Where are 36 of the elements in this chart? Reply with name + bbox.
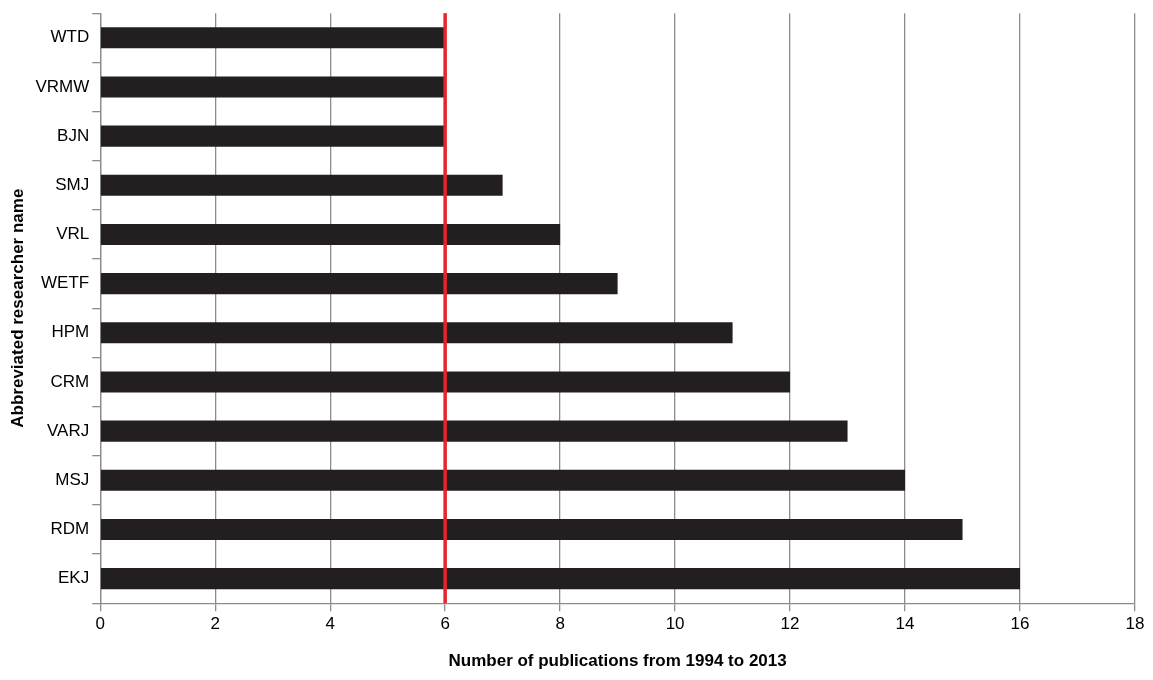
x-tick-label: 0: [95, 614, 105, 634]
y-tick-label: WTD: [50, 27, 90, 47]
y-tick-label: BJN: [57, 125, 90, 145]
bar: [100, 273, 618, 295]
x-tick-label: 12: [780, 614, 800, 634]
bar: [100, 223, 561, 246]
bar: [100, 469, 906, 491]
bar: [100, 76, 446, 98]
x-tick-label: 16: [1010, 614, 1030, 634]
bar: [100, 174, 503, 196]
x-tick-label: 18: [1125, 614, 1145, 634]
bar: [100, 322, 733, 344]
y-tick-label: CRM: [50, 371, 90, 391]
x-tick-label: 14: [895, 614, 915, 634]
y-tick-label: VARJ: [47, 420, 90, 440]
bar: [100, 420, 848, 442]
y-tick-label: WETF: [41, 273, 90, 293]
x-tick-label: 6: [440, 614, 450, 634]
x-tick-label: 2: [210, 614, 220, 634]
y-tick-label: VRMW: [35, 76, 90, 96]
bar: [100, 518, 963, 541]
bar: [100, 568, 1021, 590]
y-axis-title: Abbreviated researcher name: [7, 188, 27, 428]
y-tick-label: HPM: [51, 322, 90, 342]
y-tick-label: RDM: [50, 519, 90, 539]
y-tick-label: EKJ: [58, 568, 90, 588]
y-tick-label: SMJ: [55, 174, 90, 194]
x-tick-label: 10: [665, 614, 685, 634]
bar: [100, 27, 446, 49]
x-tick-label: 4: [325, 614, 335, 634]
x-axis-title: Number of publications from 1994 to 2013: [448, 651, 787, 671]
bar: [100, 371, 791, 393]
x-tick-label: 8: [555, 614, 565, 634]
y-tick-label: VRL: [56, 224, 90, 244]
bar: [100, 125, 446, 147]
y-tick-label: MSJ: [55, 469, 90, 489]
